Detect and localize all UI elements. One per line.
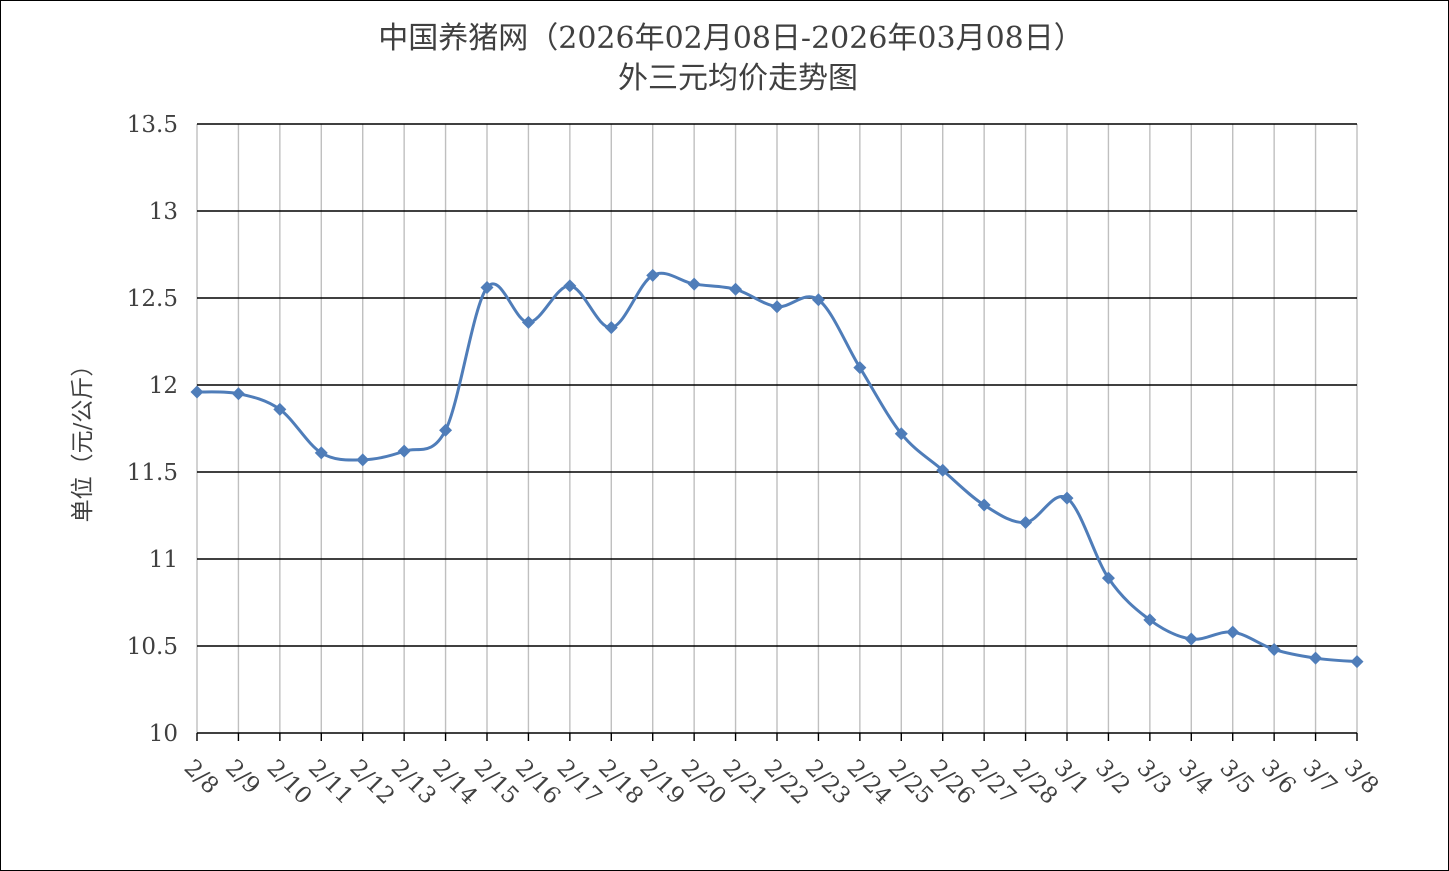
grid-layer	[196, 123, 1358, 734]
x-tick-label: 3/4	[1173, 755, 1218, 800]
x-tick-label: 2/28	[1007, 755, 1062, 810]
y-tick-label: 11.5	[127, 460, 178, 486]
x-tick-label: 3/7	[1297, 755, 1342, 800]
x-tick-label: 3/5	[1214, 755, 1259, 800]
data-point-marker	[439, 423, 453, 437]
x-tick-label: 2/20	[676, 755, 731, 810]
data-point-marker	[687, 277, 701, 291]
data-point-marker	[1143, 613, 1157, 627]
data-point-marker	[1267, 642, 1281, 656]
x-tick-label: 3/8	[1339, 755, 1384, 800]
data-point-marker	[853, 361, 867, 375]
data-point-marker	[356, 453, 370, 467]
data-point-marker	[977, 498, 991, 512]
y-axis-title: 单位（元/公斤）	[70, 354, 96, 523]
data-point-marker	[521, 315, 535, 329]
data-point-marker	[604, 321, 618, 335]
x-tick-label: 2/8	[179, 755, 224, 800]
x-tick-label: 2/10	[262, 755, 317, 810]
x-tick-label: 2/13	[386, 755, 441, 810]
data-point-marker	[1309, 651, 1323, 665]
y-tick-label: 13	[149, 199, 178, 225]
chart-subtitle: 外三元均价走势图	[618, 61, 858, 96]
x-tick-label: 3/6	[1256, 755, 1301, 800]
data-point-marker	[1019, 515, 1033, 529]
data-point-marker	[314, 446, 328, 460]
data-point-marker	[770, 300, 784, 314]
data-point-marker	[397, 444, 411, 458]
data-point-marker	[936, 463, 950, 477]
data-point-marker	[1101, 571, 1115, 585]
data-point-marker	[190, 385, 204, 399]
x-tick-label: 2/23	[800, 755, 855, 810]
data-point-marker	[1226, 625, 1240, 639]
y-tick-label: 12	[149, 373, 178, 399]
data-point-marker	[729, 282, 743, 296]
x-tick-label: 2/24	[842, 755, 897, 810]
x-tick-label: 2/22	[759, 755, 814, 810]
y-tick-label: 11	[149, 547, 178, 573]
x-tick-label: 2/26	[924, 755, 979, 810]
data-point-marker	[1350, 655, 1364, 669]
data-point-marker	[231, 387, 245, 401]
x-tick-label: 2/9	[220, 755, 265, 800]
x-tick-label: 2/25	[883, 755, 938, 810]
y-tick-label: 10	[149, 721, 178, 747]
x-tick-label: 2/11	[303, 755, 358, 810]
x-tick-label: 3/2	[1090, 755, 1135, 800]
x-tick-label: 2/19	[634, 755, 689, 810]
x-tick-label: 2/16	[510, 755, 565, 810]
axis-layer: 1010.51111.51212.51313.52/82/92/102/112/…	[127, 112, 1384, 810]
series-layer	[190, 268, 1364, 669]
x-tick-label: 2/12	[344, 755, 399, 810]
data-point-marker	[894, 427, 908, 441]
x-tick-label: 2/14	[427, 755, 482, 810]
data-point-marker	[811, 293, 825, 307]
data-point-marker	[563, 279, 577, 293]
x-tick-label: 2/21	[717, 755, 772, 810]
data-point-marker	[1184, 632, 1198, 646]
x-tick-label: 3/3	[1132, 755, 1177, 800]
chart-title: 中国养猪网（2026年02月08日-2026年03月08日）	[378, 21, 1084, 56]
y-tick-label: 13.5	[127, 112, 178, 138]
data-point-marker	[646, 268, 660, 282]
x-tick-label: 2/15	[469, 755, 524, 810]
data-point-marker	[273, 402, 287, 416]
data-point-marker	[480, 281, 494, 295]
x-tick-label: 2/17	[552, 755, 607, 810]
y-tick-label: 12.5	[127, 286, 178, 312]
data-point-marker	[1060, 491, 1074, 505]
x-tick-label: 2/18	[593, 755, 648, 810]
y-tick-label: 10.5	[127, 634, 178, 660]
x-tick-label: 2/27	[966, 755, 1021, 810]
